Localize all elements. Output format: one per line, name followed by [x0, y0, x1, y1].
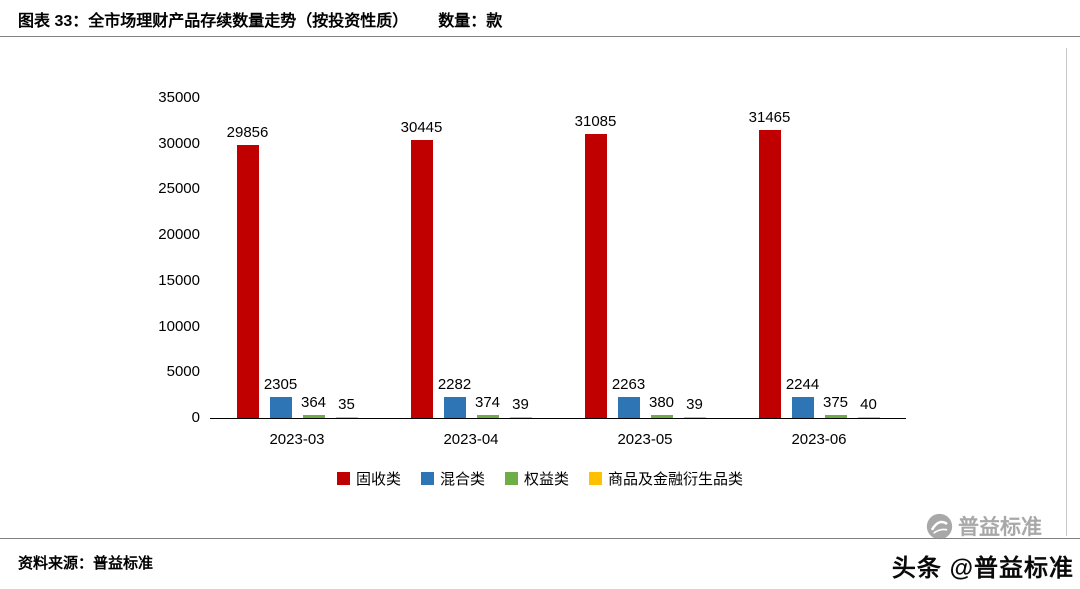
footer-divider	[0, 538, 1080, 539]
bar-商品及金融衍生品类	[683, 417, 706, 418]
bar-商品及金融衍生品类	[857, 417, 880, 418]
y-axis-label: 0	[191, 409, 200, 426]
x-axis-label: 2023-05	[617, 431, 673, 448]
bar-value-label: 2244	[785, 376, 820, 394]
bar-value-label: 2282	[437, 376, 472, 394]
brand-watermark-text: 普益标准	[958, 516, 1042, 539]
brand-watermark: 普益标准	[926, 511, 1042, 541]
bar-权益类	[302, 414, 325, 418]
source-text: 资料来源：普益标准	[18, 555, 154, 572]
bar-value-label: 35	[338, 396, 355, 413]
bar-权益类	[650, 414, 673, 418]
legend-item: 混合类	[420, 468, 485, 489]
bar-value-label: 375	[822, 393, 849, 411]
legend-swatch-icon	[589, 472, 603, 485]
bar-商品及金融衍生品类	[335, 417, 358, 418]
legend-item: 固收类	[336, 468, 401, 489]
bar-value-label: 374	[474, 393, 501, 411]
y-axis-label: 5000	[166, 363, 200, 381]
chart-legend: 固收类 混合类 权益类 商品及金融衍生品类	[0, 468, 1080, 489]
x-axis-label: 2023-03	[269, 431, 325, 448]
y-axis-label: 20000	[158, 226, 200, 244]
bar-value-label: 29856	[226, 124, 269, 142]
chart-unit-label: 数量：款	[438, 13, 503, 30]
bar-混合类	[269, 396, 292, 418]
legend-label: 商品及金融衍生品类	[608, 471, 744, 488]
chart-title: 图表 33：全市场理财产品存续数量走势（按投资性质）	[18, 13, 409, 30]
legend-item: 商品及金融衍生品类	[589, 468, 743, 489]
bar-混合类	[443, 397, 466, 418]
bar-value-label: 2305	[263, 375, 298, 393]
x-axis-label: 2023-04	[443, 431, 499, 448]
bar-固收类	[410, 139, 433, 418]
bar-value-label: 31465	[748, 109, 791, 127]
right-border	[1066, 48, 1067, 536]
toutiao-handle-text: 头条 @普益标准	[891, 555, 1074, 582]
title-divider	[0, 36, 1080, 37]
y-axis-label: 35000	[158, 89, 200, 106]
puyi-logo-icon	[926, 513, 953, 540]
y-axis-label: 10000	[158, 317, 200, 335]
legend-label: 混合类	[439, 471, 485, 488]
bar-固收类	[584, 133, 607, 418]
bar-value-label: 39	[512, 396, 529, 413]
bar-value-label: 40	[860, 396, 877, 413]
bar-固收类	[758, 130, 781, 418]
chart-header: 图表 33：全市场理财产品存续数量走势（按投资性质） 数量：款	[18, 7, 502, 31]
x-axis-label: 2023-06	[791, 431, 847, 448]
bar-混合类	[791, 397, 814, 418]
bar-value-label: 2263	[611, 376, 646, 394]
y-axis-label: 15000	[158, 271, 200, 289]
bar-value-label: 380	[648, 393, 675, 411]
bar-value-label: 30445	[400, 118, 443, 136]
legend-label: 权益类	[524, 471, 570, 488]
bar-chart: 0 5000 10000 15000 20000 25000 30000 35000 2023-…	[158, 89, 906, 448]
legend-label: 固收类	[355, 471, 401, 488]
legend-swatch-icon	[420, 472, 434, 485]
bar-商品及金融衍生品类	[509, 417, 532, 418]
bar-固收类	[236, 145, 259, 418]
x-axis-line	[210, 418, 906, 419]
y-axis-label: 30000	[158, 134, 200, 152]
bar-value-label: 364	[300, 393, 327, 411]
bar-value-label: 31085	[574, 112, 617, 130]
y-axis-label: 25000	[158, 180, 200, 198]
bar-权益类	[824, 414, 847, 418]
watermark: 普益标准 头条 @普益标准	[830, 509, 1080, 589]
bar-混合类	[617, 397, 640, 418]
legend-item: 权益类	[505, 468, 569, 489]
legend-swatch-icon	[505, 472, 518, 485]
bar-value-label: 39	[686, 396, 703, 413]
legend-swatch-icon	[336, 472, 350, 485]
bar-权益类	[476, 414, 499, 418]
